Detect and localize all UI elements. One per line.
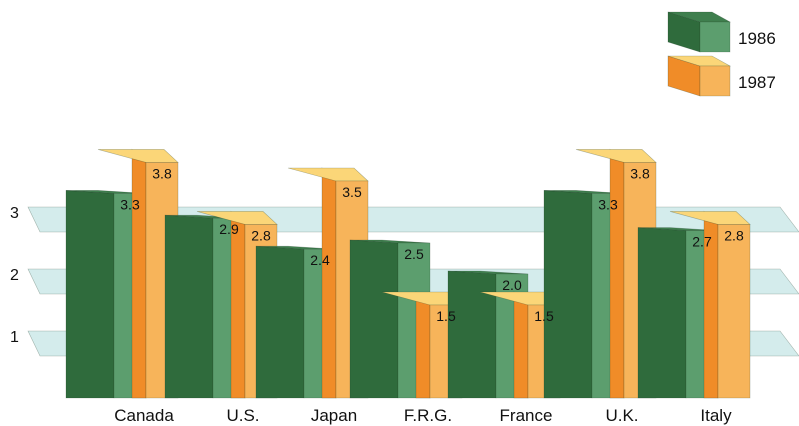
data-label-1986: 2.7 xyxy=(692,234,712,250)
bar-1987 xyxy=(717,224,751,399)
data-label-1987: 1.5 xyxy=(436,308,456,324)
bar-side-1987 xyxy=(131,148,147,399)
y-tick-label: 1 xyxy=(10,329,19,346)
bar-side-1987 xyxy=(513,291,529,399)
bar-side-1986 xyxy=(637,227,687,399)
bar-side-1986 xyxy=(255,245,305,399)
data-label-1987: 2.8 xyxy=(251,227,271,243)
category-label: F.R.G. xyxy=(404,406,452,425)
category-label: France xyxy=(500,406,553,425)
bar-side-1986 xyxy=(349,239,399,399)
category-label: U.S. xyxy=(226,406,259,425)
bar-side-1986 xyxy=(164,214,214,399)
y-tick-label: 3 xyxy=(10,205,19,222)
data-label-1986: 2.0 xyxy=(502,277,522,293)
data-label-1987: 3.8 xyxy=(152,165,172,181)
category-label: Italy xyxy=(700,406,732,425)
legend-swatch-1987 xyxy=(699,65,731,97)
y-tick-label: 2 xyxy=(10,267,19,284)
bar-side-1987 xyxy=(321,167,337,399)
bar-side-1986 xyxy=(447,270,497,399)
category-label: U.K. xyxy=(605,406,638,425)
data-label-1986: 2.9 xyxy=(219,221,239,237)
bar-side-1986 xyxy=(543,190,593,399)
bar-top-1987 xyxy=(287,167,369,182)
category-label: Canada xyxy=(114,406,174,425)
bar-side-1986 xyxy=(65,190,115,399)
bar-side-1987 xyxy=(609,148,625,399)
bar-side-1987 xyxy=(415,291,431,399)
data-label-1987: 3.8 xyxy=(630,165,650,181)
legend: 1986 1987 xyxy=(667,11,776,97)
bars-group xyxy=(65,148,751,399)
data-label-1986: 3.3 xyxy=(598,196,618,212)
legend-swatch-1986 xyxy=(699,21,731,53)
data-label-1987: 3.5 xyxy=(342,184,362,200)
legend-label-1987: 1987 xyxy=(738,73,776,92)
category-label: Japan xyxy=(311,406,357,425)
bar-top-1987 xyxy=(575,149,657,163)
data-label-1986: 3.3 xyxy=(120,196,140,212)
labels-group: 1 2 3 3.3 3.8 Canada 2.9 2.8 U.S. 2.4 3.5 Japan 2.5 1… xyxy=(10,165,744,425)
bar-side-1987 xyxy=(230,210,246,399)
data-label-1987: 1.5 xyxy=(534,308,554,324)
bar-top-1987 xyxy=(97,149,179,163)
legend-label-1986: 1986 xyxy=(738,29,776,48)
data-label-1987: 2.8 xyxy=(724,227,744,243)
data-label-1986: 2.4 xyxy=(310,252,330,268)
data-label-1986: 2.5 xyxy=(404,246,424,262)
